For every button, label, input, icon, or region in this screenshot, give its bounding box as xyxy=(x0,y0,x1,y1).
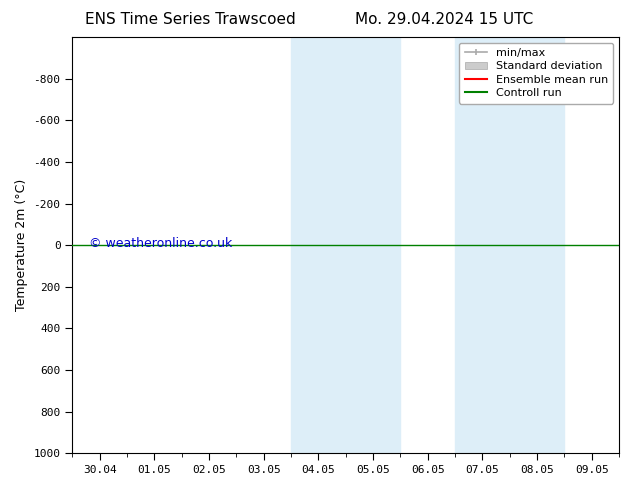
Bar xyxy=(455,37,510,453)
Text: © weatheronline.co.uk: © weatheronline.co.uk xyxy=(89,237,232,250)
Y-axis label: Temperature 2m (°C): Temperature 2m (°C) xyxy=(15,179,28,311)
Text: Mo. 29.04.2024 15 UTC: Mo. 29.04.2024 15 UTC xyxy=(354,12,533,27)
Text: ENS Time Series Trawscoed: ENS Time Series Trawscoed xyxy=(85,12,295,27)
Bar xyxy=(346,37,400,453)
Bar xyxy=(510,37,564,453)
Legend: min/max, Standard deviation, Ensemble mean run, Controll run: min/max, Standard deviation, Ensemble me… xyxy=(459,43,614,104)
Bar xyxy=(291,37,346,453)
